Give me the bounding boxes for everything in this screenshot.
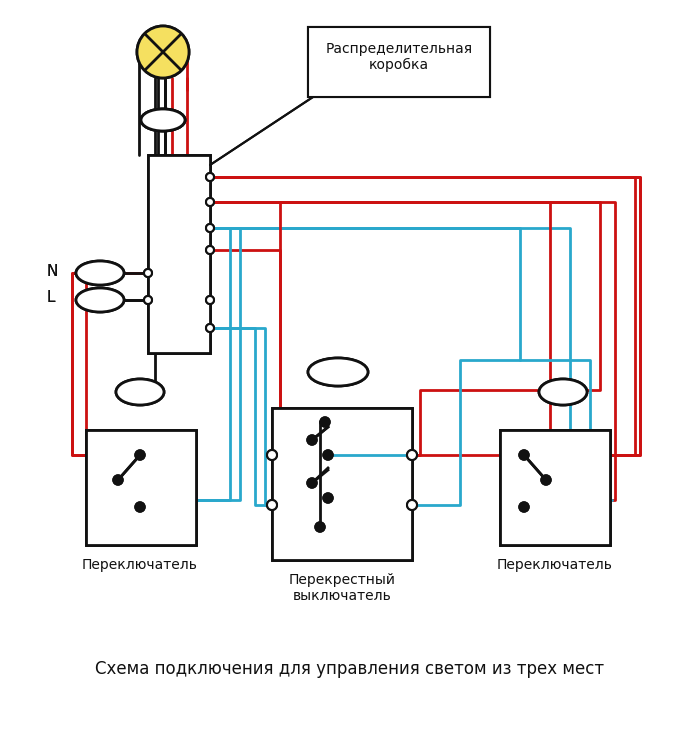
Text: N: N <box>47 264 58 279</box>
Circle shape <box>206 324 214 332</box>
Circle shape <box>206 173 214 181</box>
Text: Распределительная
коробка: Распределительная коробка <box>326 42 472 72</box>
Circle shape <box>519 502 529 512</box>
Circle shape <box>267 450 277 460</box>
Circle shape <box>323 450 333 460</box>
Circle shape <box>206 224 214 232</box>
Ellipse shape <box>141 109 185 131</box>
Circle shape <box>144 269 152 277</box>
Circle shape <box>407 500 417 510</box>
Ellipse shape <box>308 358 368 386</box>
Bar <box>148 155 210 353</box>
Ellipse shape <box>539 379 587 405</box>
Circle shape <box>113 475 123 485</box>
Text: Распределительная
коробка: Распределительная коробка <box>326 42 472 72</box>
Circle shape <box>315 522 325 532</box>
Ellipse shape <box>116 379 164 405</box>
Text: Схема подключения для управления светом из трех мест: Схема подключения для управления светом … <box>95 660 605 678</box>
Text: Перекрестный
выключатель: Перекрестный выключатель <box>288 573 395 603</box>
Circle shape <box>541 475 551 485</box>
Circle shape <box>206 246 214 254</box>
Circle shape <box>315 522 325 532</box>
Circle shape <box>206 173 214 181</box>
Ellipse shape <box>116 379 164 405</box>
Circle shape <box>135 450 145 460</box>
Circle shape <box>519 450 529 460</box>
Ellipse shape <box>141 109 185 131</box>
Bar <box>500 430 610 545</box>
Circle shape <box>267 450 277 460</box>
Circle shape <box>519 450 529 460</box>
Circle shape <box>206 198 214 206</box>
Circle shape <box>407 450 417 460</box>
Circle shape <box>407 500 417 510</box>
Circle shape <box>307 478 317 488</box>
Ellipse shape <box>76 288 124 312</box>
Circle shape <box>137 26 189 78</box>
Circle shape <box>541 475 551 485</box>
Circle shape <box>135 450 145 460</box>
Circle shape <box>320 417 330 427</box>
Ellipse shape <box>141 109 185 131</box>
Text: Переключатель: Переключатель <box>497 558 613 572</box>
Text: N: N <box>47 264 58 279</box>
Circle shape <box>407 450 417 460</box>
Circle shape <box>137 26 189 78</box>
Circle shape <box>206 324 214 332</box>
Circle shape <box>135 502 145 512</box>
Circle shape <box>206 296 214 304</box>
Text: Переключатель: Переключатель <box>82 558 198 572</box>
Circle shape <box>206 246 214 254</box>
Circle shape <box>206 296 214 304</box>
Circle shape <box>144 296 152 304</box>
Circle shape <box>206 224 214 232</box>
Bar <box>308 27 490 97</box>
Circle shape <box>144 269 152 277</box>
Circle shape <box>323 450 333 460</box>
Bar <box>148 155 210 353</box>
Bar <box>86 430 196 545</box>
Circle shape <box>267 500 277 510</box>
Circle shape <box>307 435 317 445</box>
Circle shape <box>267 500 277 510</box>
Text: L: L <box>47 291 55 305</box>
Bar <box>86 430 196 545</box>
Text: L: L <box>47 291 55 305</box>
Circle shape <box>113 475 123 485</box>
Circle shape <box>323 493 333 503</box>
Circle shape <box>307 478 317 488</box>
Ellipse shape <box>308 358 368 386</box>
Bar <box>500 430 610 545</box>
Bar <box>272 408 412 560</box>
Ellipse shape <box>76 261 124 285</box>
Ellipse shape <box>76 288 124 312</box>
Circle shape <box>519 502 529 512</box>
Bar <box>308 27 490 97</box>
Bar <box>272 408 412 560</box>
Ellipse shape <box>539 379 587 405</box>
Circle shape <box>135 502 145 512</box>
Circle shape <box>206 198 214 206</box>
Circle shape <box>144 296 152 304</box>
Circle shape <box>323 493 333 503</box>
Circle shape <box>307 435 317 445</box>
Ellipse shape <box>76 261 124 285</box>
Circle shape <box>320 417 330 427</box>
